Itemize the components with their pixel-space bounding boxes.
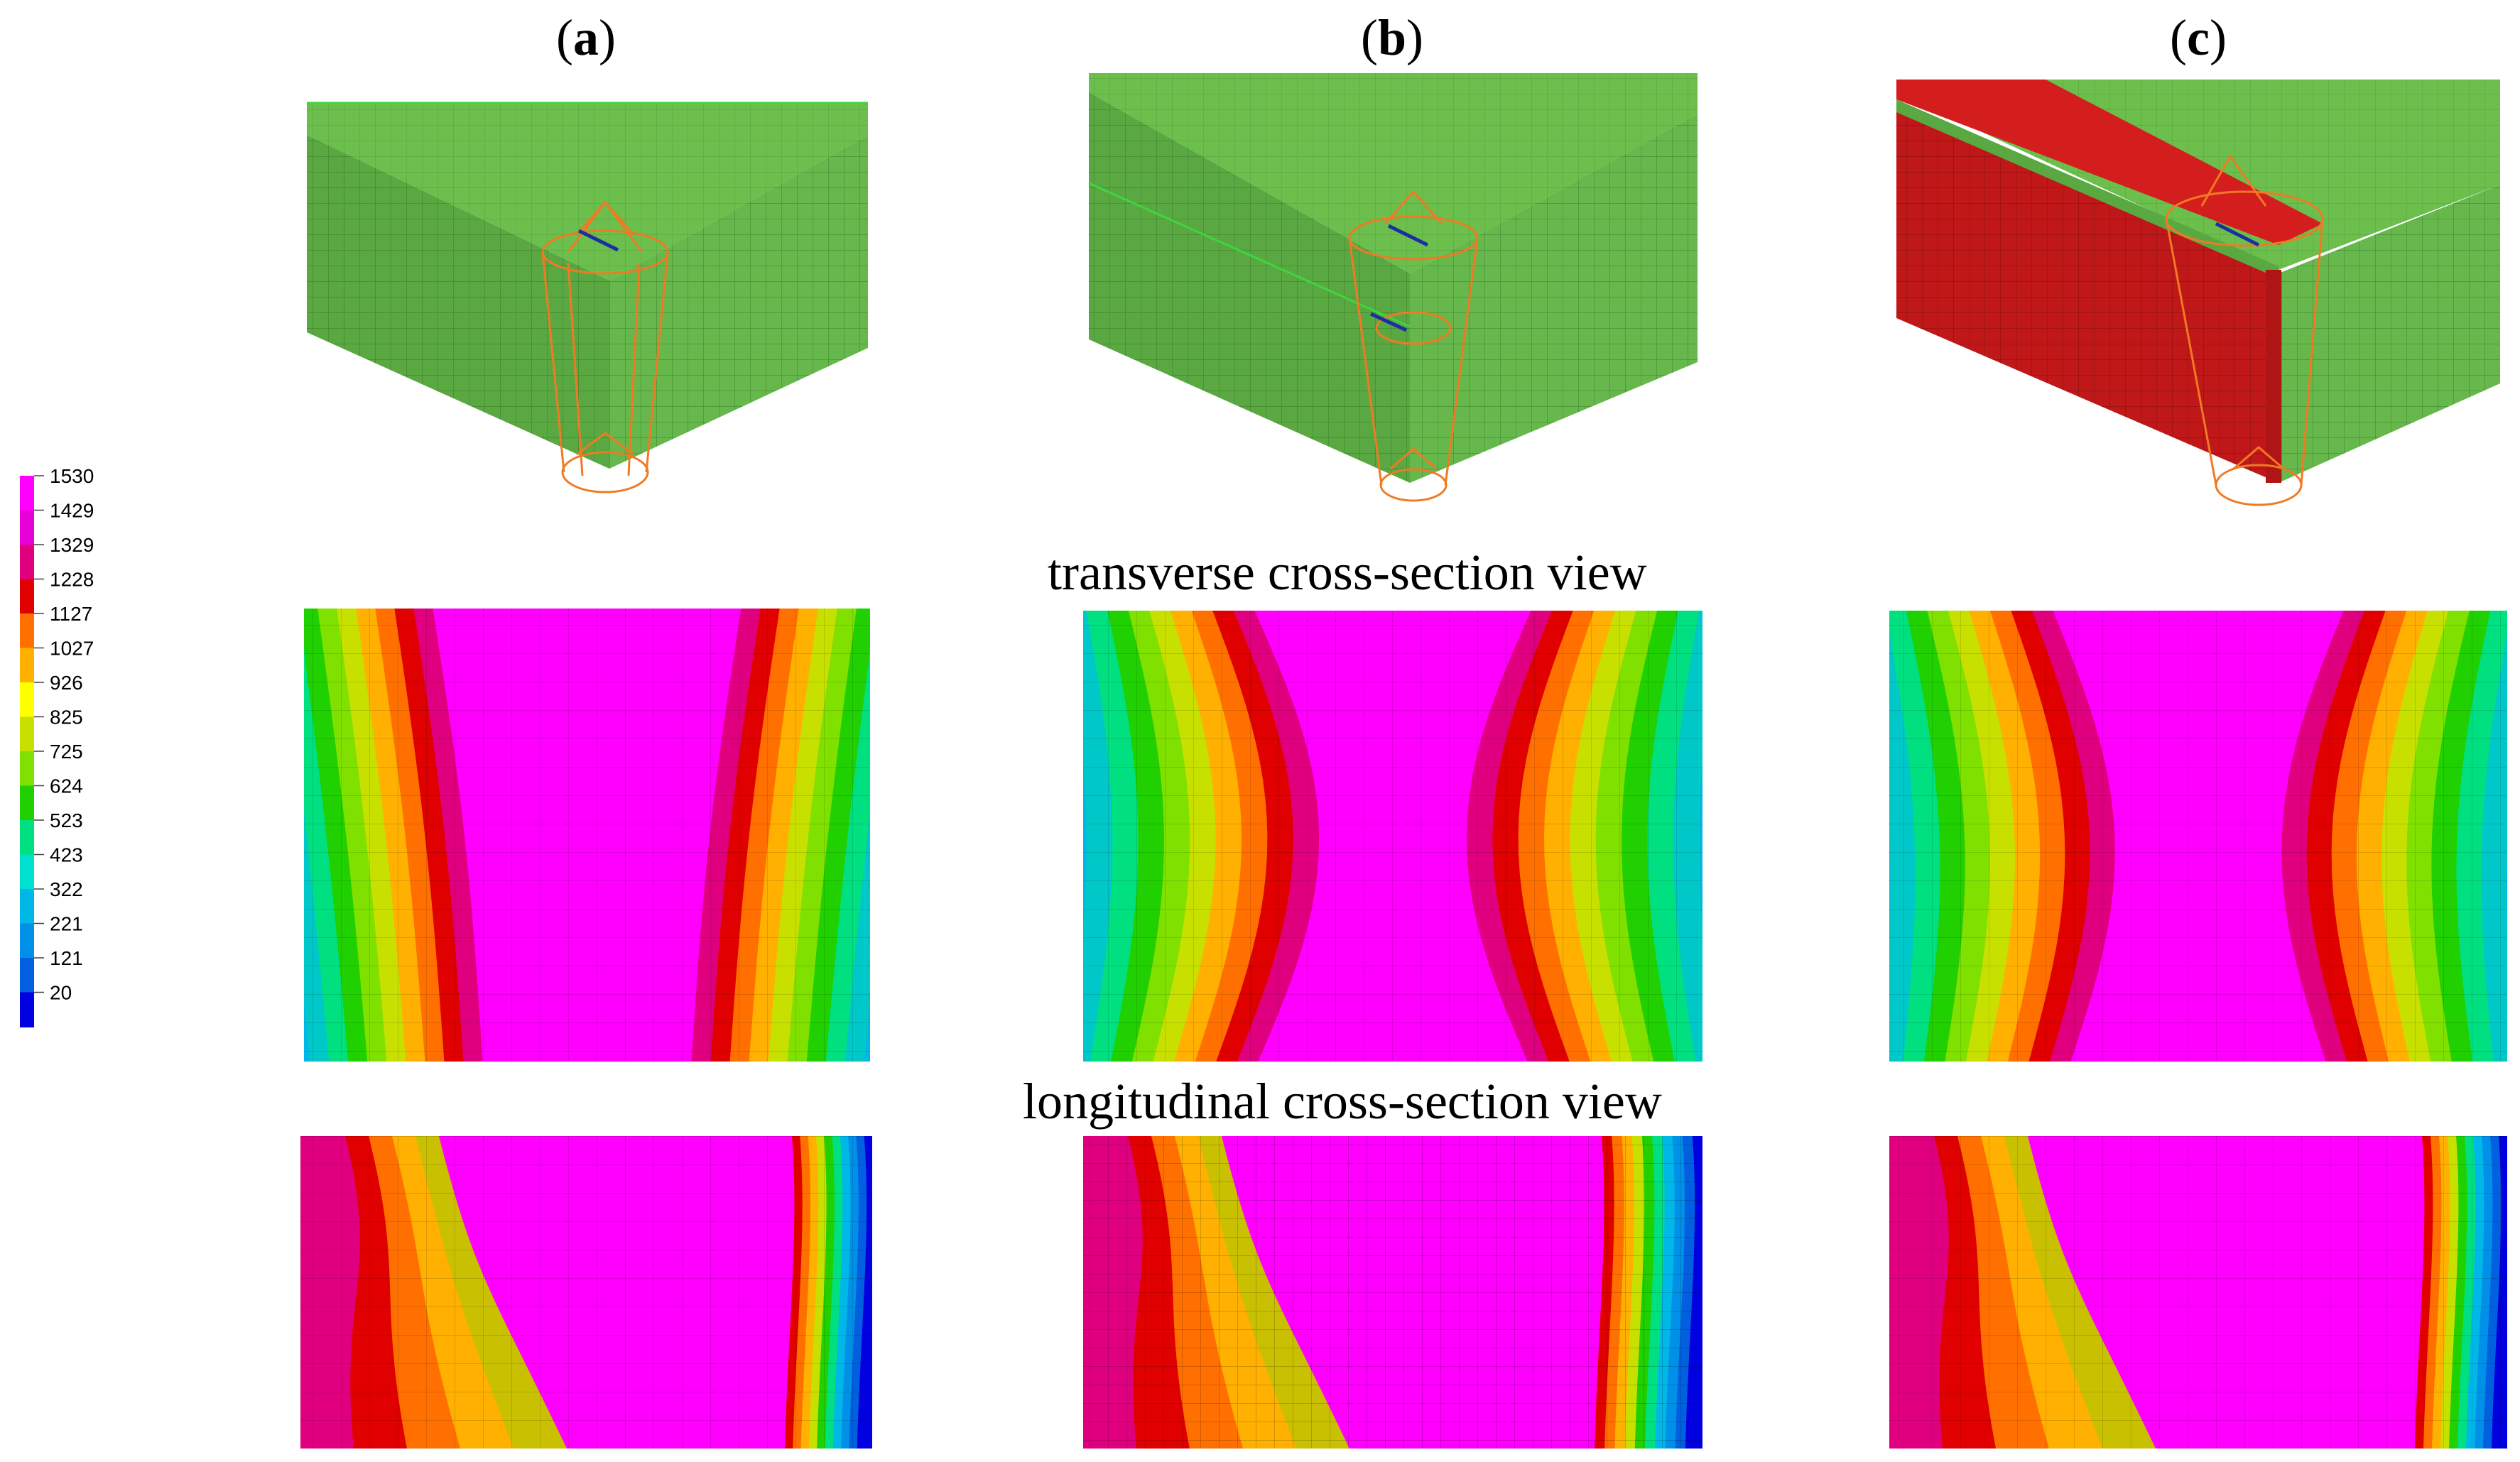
legend-swatch — [20, 716, 34, 752]
legend-swatch — [20, 751, 34, 787]
mesh-block-b — [1088, 73, 1698, 483]
legend-swatch — [20, 476, 34, 511]
legend-value: 1530 — [50, 465, 94, 487]
longitudinal-section-c — [1889, 1136, 2507, 1449]
block-c-weld-top — [1896, 80, 2323, 245]
transverse-section-b — [1083, 611, 1702, 1062]
legend-value: 1027 — [50, 638, 94, 660]
mesh-block-a — [307, 102, 868, 469]
torch-arrow-a — [577, 229, 619, 252]
legend-value: 1429 — [50, 500, 94, 522]
heat-source-a — [541, 200, 669, 493]
legend-value: 423 — [50, 844, 83, 866]
longitudinal-section-b — [1083, 1136, 1702, 1449]
torch-arrow-b — [1369, 224, 1429, 332]
panel-label-b: (b) — [1360, 9, 1423, 66]
longitudinal-section-a — [300, 1136, 872, 1449]
legend-swatch — [20, 923, 34, 959]
legend-swatch — [20, 992, 34, 1027]
legend-swatch — [20, 579, 34, 614]
legend-value: 121 — [50, 947, 83, 969]
legend-value: 926 — [50, 672, 83, 694]
mesh-block-c — [1896, 80, 2500, 483]
legend-value: 221 — [50, 913, 83, 935]
panel-label-c: (c) — [2170, 9, 2227, 66]
legend-value: 523 — [50, 809, 83, 831]
legend-value: 1228 — [50, 569, 94, 591]
legend-value: 1127 — [50, 603, 92, 625]
legend-swatch — [20, 613, 34, 649]
legend-value: 624 — [50, 775, 83, 797]
legend-swatch — [20, 510, 34, 545]
legend-swatch — [20, 648, 34, 683]
legend-swatch — [20, 545, 34, 580]
legend-swatch — [20, 854, 34, 890]
heat-source-c — [2165, 154, 2324, 506]
heat-source-b — [1348, 190, 1479, 502]
legend-value: 322 — [50, 878, 83, 900]
legend-swatch — [20, 820, 34, 856]
legend-swatch — [20, 958, 34, 993]
temperature-legend: 1530 1429 1329 1228 1127 1027 926 825 725 624 523 4… — [20, 465, 94, 1027]
longitudinal-section-title: longitudinal cross-section view — [1023, 1073, 1662, 1130]
transverse-section-a — [304, 609, 870, 1062]
legend-value: 1329 — [50, 534, 94, 556]
legend-value: 20 — [50, 982, 72, 1004]
legend-swatch — [20, 785, 34, 821]
transverse-section-c — [1889, 611, 2507, 1062]
torch-arrow-c — [2215, 222, 2260, 247]
legend-swatch — [20, 682, 34, 718]
legend-swatch — [20, 889, 34, 924]
legend-value: 825 — [50, 707, 83, 729]
panel-label-a: (a) — [556, 9, 616, 66]
legend-value: 725 — [50, 741, 83, 763]
transverse-section-title: transverse cross-section view — [1048, 544, 1647, 601]
